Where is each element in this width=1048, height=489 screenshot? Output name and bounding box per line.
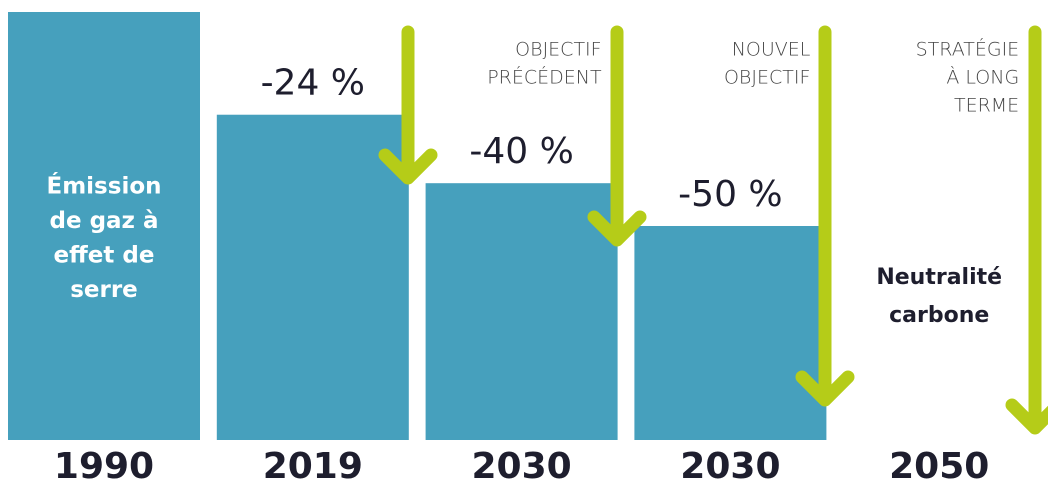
bar-text: de gaz à (50, 208, 159, 234)
arrow (795, 25, 855, 407)
x-tick-label: 2030 (680, 446, 780, 487)
bar-text: Émission (47, 172, 162, 200)
annotation: NOUVEL (732, 39, 811, 61)
annotation: STRATÉGIE (916, 38, 1020, 61)
x-tick-label: 2019 (263, 446, 363, 487)
arrow (378, 25, 438, 185)
x-tick-label: 2030 (471, 446, 571, 487)
value-label: -50 % (678, 174, 782, 215)
arrow (587, 25, 647, 247)
annotation: À LONG (946, 66, 1019, 89)
bar-text: Neutralité (876, 265, 1002, 290)
bar (216, 114, 409, 440)
marks: 1990 Émission de gaz à effet de serre 2019 -24… (8, 12, 1019, 487)
x-tick-label: 1990 (54, 446, 154, 487)
x-tick-label: 2050 (889, 446, 989, 487)
arrows (378, 25, 1048, 435)
annotation: TERME (954, 95, 1019, 117)
bar-text: serre (70, 277, 138, 303)
bar-text: carbone (889, 303, 989, 328)
annotation: PRÉCÉDENT (487, 66, 602, 89)
value-label: -24 % (261, 63, 365, 104)
annotation: OBJECTIF (724, 67, 810, 89)
bar-text: effet de (54, 243, 155, 269)
bar (425, 183, 618, 440)
value-label: -40 % (469, 131, 573, 172)
arrow (1005, 25, 1048, 435)
bar (634, 226, 827, 440)
annotation: OBJECTIF (515, 39, 601, 61)
bar (8, 12, 200, 440)
